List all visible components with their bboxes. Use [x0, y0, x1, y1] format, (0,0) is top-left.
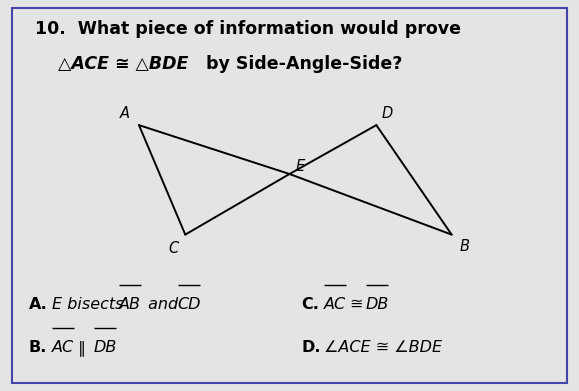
Text: D.: D.: [301, 340, 321, 355]
Text: ∥: ∥: [78, 340, 86, 356]
Text: CD: CD: [178, 297, 201, 312]
Text: AC: AC: [324, 297, 346, 312]
Text: D: D: [381, 106, 393, 121]
Text: E bisects: E bisects: [52, 297, 129, 312]
Text: B: B: [459, 239, 470, 254]
Text: A.: A.: [29, 297, 47, 312]
Text: A: A: [119, 106, 130, 121]
Text: AB: AB: [119, 297, 141, 312]
Text: E: E: [295, 160, 305, 174]
Text: C.: C.: [301, 297, 319, 312]
Text: 10.  What piece of information would prove: 10. What piece of information would prov…: [35, 20, 461, 38]
Text: AC: AC: [52, 340, 74, 355]
Text: △ACE ≅ △BDE: △ACE ≅ △BDE: [58, 55, 188, 73]
Text: and: and: [143, 297, 184, 312]
Text: by Side-Angle-Side?: by Side-Angle-Side?: [200, 55, 402, 73]
Text: C: C: [168, 241, 179, 256]
Text: ∠ACE ≅ ∠BDE: ∠ACE ≅ ∠BDE: [324, 340, 442, 355]
Text: ≅: ≅: [350, 297, 363, 312]
Text: DB: DB: [94, 340, 117, 355]
Text: B.: B.: [29, 340, 47, 355]
Text: DB: DB: [366, 297, 389, 312]
